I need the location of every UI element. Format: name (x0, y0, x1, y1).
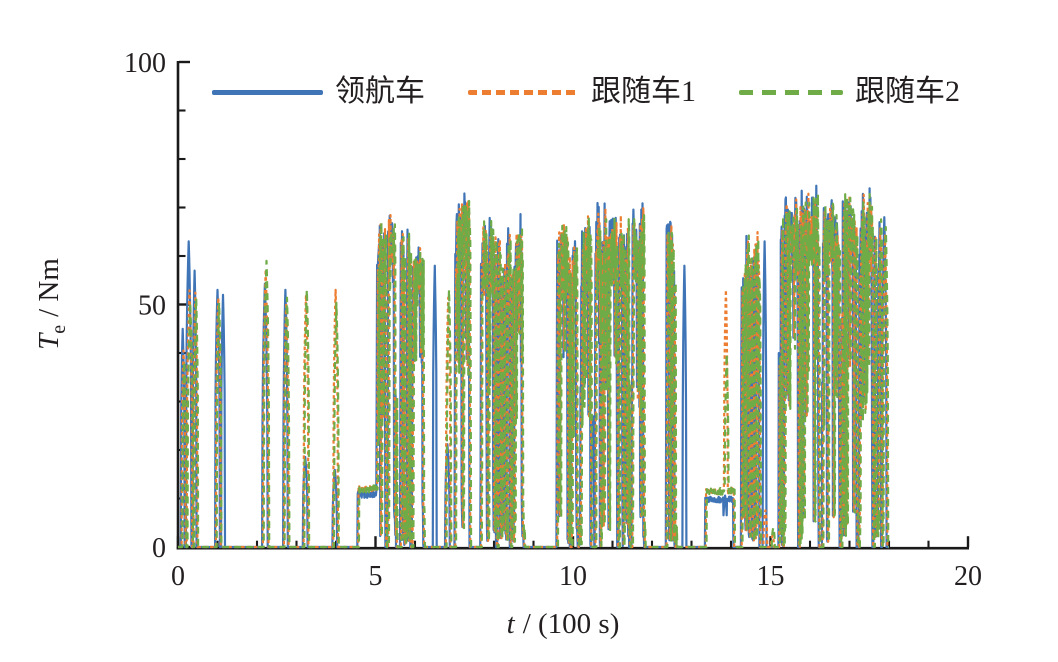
x-axis-label-unit: / (100 s) (523, 608, 620, 640)
legend-item-follower2: 跟随车2 (739, 77, 960, 107)
legend-follower1-line-swatch (468, 89, 579, 95)
y-tick-label: 0 (152, 533, 166, 564)
legend-leader-label: 领航车 (335, 75, 425, 108)
legend-follower1-label: 跟随车1 (591, 75, 696, 108)
y-axis-label-symbol: T (33, 332, 65, 350)
legend-item-follower1: 跟随车1 (468, 77, 696, 107)
chart-legend: 领航车 跟随车1 跟随车2 (212, 72, 960, 112)
y-axis-label-unit: / Nm (33, 258, 65, 317)
tick-labels: 0 50 100 0 5 10 15 20 (124, 48, 982, 592)
y-tick-label: 50 (138, 291, 166, 322)
y-tick-label: 100 (124, 48, 166, 79)
x-tick-label: 15 (757, 561, 785, 592)
y-axis-label-subscript: e (48, 325, 70, 334)
x-tick-label: 10 (559, 561, 587, 592)
series-follower2-line (177, 193, 890, 549)
plot-area (177, 184, 890, 549)
legend-item-leader: 领航车 (212, 77, 425, 107)
x-axis-label-symbol: t (507, 608, 516, 640)
x-tick-label: 5 (369, 561, 383, 592)
y-axis-label: Te / Nm (33, 258, 70, 350)
x-axis-label: t / (100 s) (507, 608, 620, 640)
legend-follower2-line-swatch (739, 89, 843, 95)
legend-leader-line-swatch (212, 89, 323, 95)
x-tick-label: 0 (171, 561, 185, 592)
legend-follower2-label: 跟随车2 (855, 75, 960, 108)
x-tick-label: 20 (954, 561, 982, 592)
